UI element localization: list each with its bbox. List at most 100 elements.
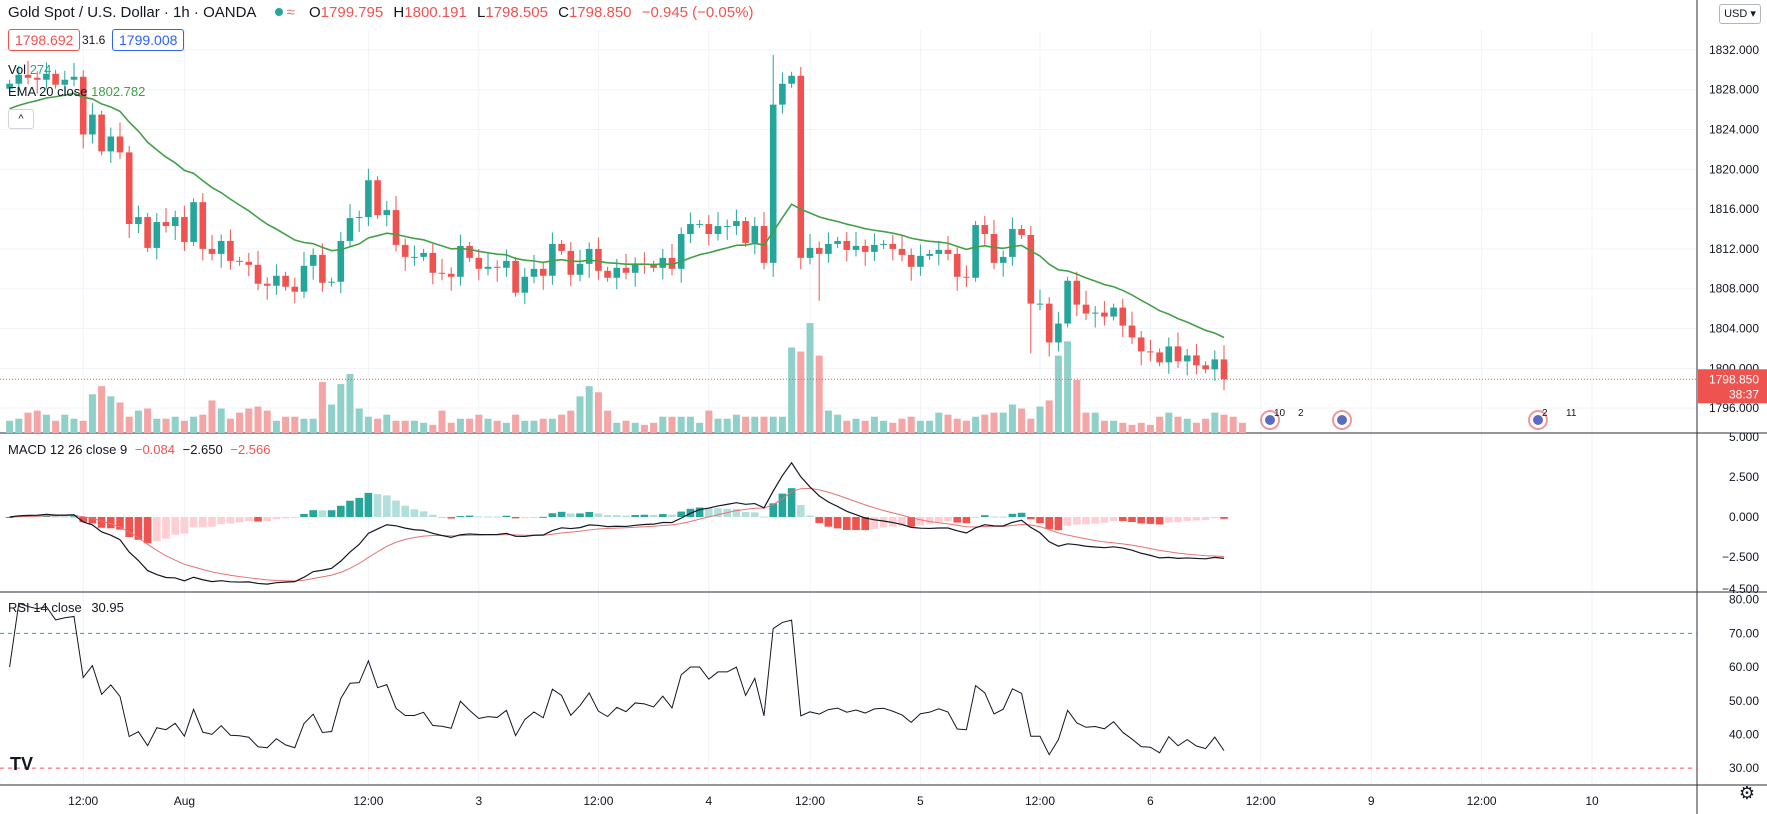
- candle: [852, 245, 860, 250]
- macd-value-1: −0.084: [134, 442, 175, 457]
- macd-histogram-bar: [254, 516, 262, 522]
- volume-bar: [613, 422, 621, 433]
- macd-histogram-bar: [364, 492, 373, 517]
- currency-selector[interactable]: USD ▾: [1719, 4, 1761, 24]
- event-extra: 11: [1566, 408, 1577, 419]
- symbol-title[interactable]: Gold Spot / U.S. Dollar · 1h · OANDA: [8, 4, 257, 21]
- candle: [834, 240, 841, 244]
- volume-bar: [1137, 422, 1145, 433]
- macd-histogram-bar: [1211, 516, 1219, 519]
- price-tick-label: 1832.000: [1709, 43, 1759, 57]
- volume-bar: [852, 418, 860, 433]
- ema-legend[interactable]: EMA 20 close 1802.782: [8, 84, 145, 99]
- macd-histogram-bar: [521, 516, 529, 519]
- macd-histogram-bar: [833, 516, 842, 529]
- volume-bar: [1192, 422, 1200, 433]
- macd-value-3: −2.566: [230, 442, 271, 457]
- volume-bar: [567, 410, 575, 433]
- macd-histogram-bar: [567, 513, 575, 517]
- buy-button[interactable]: 1799.008: [112, 29, 185, 51]
- macd-histogram-bar: [1128, 516, 1136, 522]
- macd-histogram-bar: [1119, 516, 1127, 522]
- macd-histogram-bar: [1155, 516, 1164, 525]
- volume-bar: [1054, 355, 1062, 433]
- time-axis[interactable]: 12:00 Aug 12:00 3 12:00 4 12:00 5 12:00 6 12:00 9 12…: [68, 794, 1599, 808]
- candle: [1128, 325, 1136, 338]
- macd-histogram-bar: [751, 512, 759, 517]
- tradingview-logo-icon[interactable]: TV: [10, 754, 34, 774]
- volume-legend[interactable]: Vol 274: [8, 62, 51, 77]
- time-tick-label: 12:00: [1467, 794, 1497, 808]
- macd-histogram-bar: [557, 511, 566, 517]
- candle: [493, 266, 501, 268]
- event-count: 2: [1542, 408, 1548, 419]
- candle: [926, 253, 933, 256]
- volume-bar: [309, 418, 317, 433]
- volume-bars: [6, 323, 1246, 433]
- volume-bar: [116, 402, 124, 433]
- collapse-legend-button[interactable]: ^: [8, 109, 34, 129]
- macd-histogram-bar: [1137, 516, 1145, 524]
- macd-tick-label: 5.000: [1729, 430, 1759, 444]
- volume-bar: [1073, 380, 1081, 433]
- volume-bar: [374, 418, 382, 433]
- candle: [61, 79, 69, 85]
- rsi-tick-label: 40.00: [1729, 727, 1759, 741]
- volume-bar: [475, 414, 483, 433]
- price-tick-label: 1816.000: [1709, 202, 1759, 216]
- volume-bar: [650, 422, 658, 433]
- volume-bar: [217, 408, 225, 433]
- candle: [1101, 312, 1108, 317]
- candle: [107, 136, 115, 152]
- price-axis[interactable]: 1832.000 1828.000 1824.000 1820.000 1816.000…: [1698, 43, 1767, 775]
- us-flag-icon-inner: [1533, 415, 1543, 425]
- macd-histogram-bar: [705, 508, 713, 517]
- volume-bar: [824, 410, 832, 433]
- ema-value: 1802.782: [91, 84, 146, 99]
- volume-bar: [512, 414, 520, 433]
- macd-histogram-bar: [852, 516, 860, 531]
- volume-bar: [576, 396, 584, 433]
- candle: [871, 244, 878, 252]
- candle: [558, 243, 565, 251]
- macd-legend[interactable]: MACD 12 26 close 9 −0.084 −2.650 −2.566: [8, 442, 270, 457]
- economic-events[interactable]: 10 2 2 11: [1260, 408, 1577, 430]
- price-tick-label: 1796.000: [1709, 401, 1759, 415]
- candle: [475, 257, 483, 269]
- macd-histogram-bar: [107, 516, 115, 529]
- volume-bar: [714, 418, 722, 433]
- volume-bar: [291, 416, 299, 433]
- sell-button[interactable]: 1798.692: [8, 29, 81, 51]
- candle: [696, 224, 703, 226]
- gear-icon[interactable]: ⚙: [1738, 783, 1755, 803]
- macd-histogram-bar: [189, 516, 198, 528]
- macd-histogram-bar: [1201, 516, 1210, 521]
- volume-bar: [797, 351, 805, 433]
- volume-bar: [1202, 418, 1210, 433]
- macd-histogram-bar: [493, 516, 501, 518]
- candle: [972, 225, 979, 278]
- volume-bar: [1018, 408, 1026, 433]
- event-extra: 2: [1298, 408, 1304, 419]
- candle: [576, 263, 584, 275]
- macd-histogram-bar: [337, 505, 345, 517]
- macd-histogram-bar: [1183, 516, 1191, 521]
- macd-histogram-bar: [327, 510, 336, 517]
- macd-histogram-bar: [511, 516, 520, 519]
- spread-value: 31.6: [82, 33, 106, 47]
- macd-histogram-bar: [300, 513, 308, 517]
- macd-histogram-bar: [116, 516, 124, 530]
- macd-signal-line: [9, 487, 1225, 582]
- candle: [1073, 280, 1081, 305]
- volume-bar: [1027, 418, 1035, 433]
- volume-bar: [1211, 412, 1219, 433]
- candle: [319, 254, 326, 283]
- macd-tick-label: 2.500: [1729, 470, 1759, 484]
- volume-bar: [171, 416, 179, 433]
- macd-histogram-bar: [879, 516, 888, 528]
- rsi-legend[interactable]: RSI 14 close 30.95: [8, 600, 124, 615]
- candle: [236, 260, 243, 262]
- ema-line: [0, 92, 1697, 380]
